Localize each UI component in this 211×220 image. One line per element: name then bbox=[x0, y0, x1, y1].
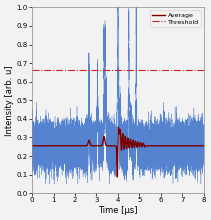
Average bbox=[203, 145, 205, 147]
Average bbox=[172, 145, 174, 147]
Legend: Average, Threshold: Average, Threshold bbox=[150, 11, 201, 27]
Line: Average: Average bbox=[32, 127, 204, 177]
Average bbox=[117, 126, 120, 128]
Y-axis label: Intensity [arb. u]: Intensity [arb. u] bbox=[5, 65, 14, 136]
Average bbox=[116, 176, 119, 178]
Threshold bbox=[52, 68, 55, 71]
Average bbox=[196, 145, 198, 147]
Threshold bbox=[31, 68, 33, 71]
Average bbox=[74, 145, 77, 147]
X-axis label: Time [μs]: Time [μs] bbox=[98, 206, 138, 215]
Average bbox=[48, 145, 50, 147]
Average bbox=[168, 145, 170, 147]
Average bbox=[183, 145, 186, 147]
Average bbox=[31, 145, 33, 147]
